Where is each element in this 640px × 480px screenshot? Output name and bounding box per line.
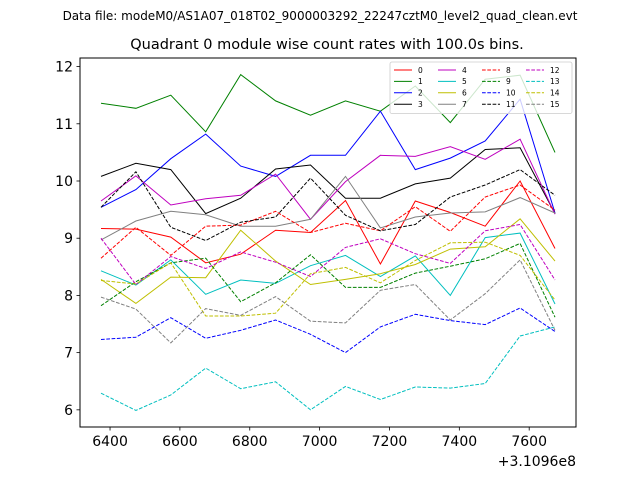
series-line-14 — [100, 241, 556, 317]
y-tick-label: 8 — [64, 288, 73, 304]
x-tick-label: 7200 — [372, 434, 408, 450]
series-line-7 — [100, 175, 556, 241]
y-tick-label: 7 — [64, 346, 73, 362]
x-tick-label: 6400 — [92, 434, 128, 450]
x-tick-label: 6600 — [162, 434, 198, 450]
series-line-15 — [100, 259, 556, 344]
series-line-4 — [100, 138, 556, 221]
x-tick-label: 6800 — [232, 434, 268, 450]
series-line-8 — [100, 184, 556, 259]
series-line-3 — [100, 147, 556, 215]
legend-label-13: 13 — [550, 77, 560, 86]
legend-label-6: 6 — [462, 89, 467, 98]
series-line-0 — [100, 180, 556, 266]
series-line-10 — [100, 307, 556, 354]
chart-title: Quadrant 0 module wise count rates with … — [130, 37, 524, 53]
series-line-9 — [100, 242, 556, 318]
legend-label-2: 2 — [418, 89, 423, 98]
legend-label-10: 10 — [506, 89, 516, 98]
legend-label-0: 0 — [418, 66, 423, 75]
legend-label-5: 5 — [462, 77, 467, 86]
chart-suptitle: Data file: modeM0/AS1A07_018T02_90000032… — [63, 9, 578, 23]
series-line-6 — [100, 218, 556, 305]
legend-label-11: 11 — [506, 100, 516, 109]
legend-label-9: 9 — [506, 77, 511, 86]
series-line-5 — [100, 232, 556, 305]
y-tick-label: 10 — [55, 174, 73, 190]
y-tick-label: 12 — [55, 60, 73, 76]
legend-label-12: 12 — [550, 66, 560, 75]
legend-label-15: 15 — [550, 100, 560, 109]
y-tick-label: 11 — [55, 117, 73, 133]
series-line-13 — [100, 326, 556, 411]
plot-frame — [79, 57, 577, 428]
series-line-12 — [100, 223, 556, 286]
plot-lines — [100, 73, 556, 411]
legend-label-7: 7 — [462, 100, 467, 109]
series-line-11 — [100, 169, 556, 242]
x-tick-label: 7400 — [442, 434, 478, 450]
series-line-2 — [100, 98, 556, 214]
legend-label-4: 4 — [462, 66, 467, 75]
x-axis-offset-label: +3.1096e8 — [498, 454, 576, 470]
legend-label-3: 3 — [418, 100, 423, 109]
x-tick-label: 7000 — [302, 434, 338, 450]
y-tick-label: 9 — [64, 231, 73, 247]
y-tick-label: 6 — [64, 403, 73, 419]
legend-label-1: 1 — [418, 77, 423, 86]
legend-box — [389, 61, 573, 114]
x-tick-label: 7600 — [511, 434, 547, 450]
legend-label-14: 14 — [550, 89, 560, 98]
legend-label-8: 8 — [506, 66, 511, 75]
